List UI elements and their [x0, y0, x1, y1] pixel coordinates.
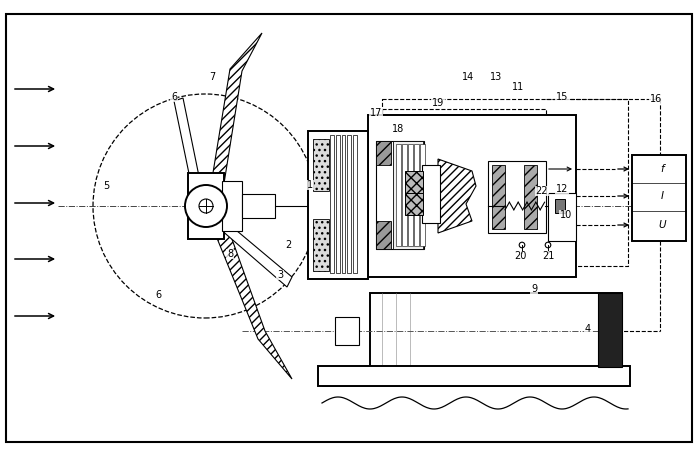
Bar: [420, 144, 425, 246]
Text: 5: 5: [103, 181, 109, 191]
Polygon shape: [210, 217, 292, 379]
Text: 20: 20: [514, 251, 526, 261]
Text: 15: 15: [556, 92, 568, 102]
Bar: [370, 293, 622, 367]
Text: 13: 13: [490, 72, 502, 82]
Bar: [342, 135, 345, 273]
Text: U: U: [658, 220, 666, 230]
Bar: [308, 131, 368, 279]
Text: 7: 7: [209, 72, 215, 82]
Bar: [632, 155, 686, 241]
Text: 3: 3: [277, 270, 283, 280]
Bar: [313, 139, 329, 191]
Bar: [242, 194, 275, 218]
Text: I: I: [661, 191, 664, 201]
Bar: [376, 221, 391, 249]
Bar: [393, 141, 423, 249]
Bar: [548, 193, 576, 241]
Bar: [488, 161, 546, 233]
Text: 12: 12: [556, 184, 568, 194]
Bar: [414, 144, 419, 246]
Bar: [376, 141, 424, 249]
Bar: [524, 165, 537, 229]
Bar: [222, 181, 242, 231]
Bar: [368, 115, 576, 277]
Text: 16: 16: [650, 94, 662, 104]
Bar: [318, 366, 630, 386]
Bar: [555, 199, 565, 213]
Bar: [396, 144, 401, 246]
Bar: [347, 135, 351, 273]
Text: 1: 1: [307, 180, 313, 190]
Text: 21: 21: [542, 251, 554, 261]
Bar: [376, 141, 391, 165]
Text: 6: 6: [155, 290, 161, 300]
Bar: [402, 144, 407, 246]
Polygon shape: [174, 98, 202, 193]
Bar: [188, 173, 224, 239]
Text: 9: 9: [531, 284, 537, 294]
Text: 10: 10: [560, 210, 572, 220]
Bar: [492, 165, 505, 229]
Text: 4: 4: [585, 324, 591, 334]
Polygon shape: [210, 33, 262, 196]
Text: 6: 6: [171, 92, 177, 102]
Bar: [598, 293, 622, 367]
Polygon shape: [212, 215, 292, 287]
Bar: [335, 317, 359, 345]
Text: 19: 19: [432, 98, 444, 108]
Bar: [354, 135, 357, 273]
Bar: [336, 135, 340, 273]
Text: 17: 17: [370, 108, 382, 118]
Text: f: f: [660, 164, 664, 174]
Text: 22: 22: [536, 186, 548, 196]
Bar: [422, 165, 440, 223]
Text: 2: 2: [285, 240, 291, 250]
Text: 11: 11: [512, 82, 524, 92]
Bar: [408, 144, 413, 246]
Polygon shape: [438, 159, 476, 233]
Text: 8: 8: [227, 249, 233, 259]
Bar: [330, 135, 334, 273]
Bar: [405, 171, 423, 193]
Text: 18: 18: [392, 124, 404, 134]
Bar: [313, 219, 329, 271]
Bar: [405, 193, 423, 215]
Text: 14: 14: [462, 72, 474, 82]
Circle shape: [185, 185, 227, 227]
